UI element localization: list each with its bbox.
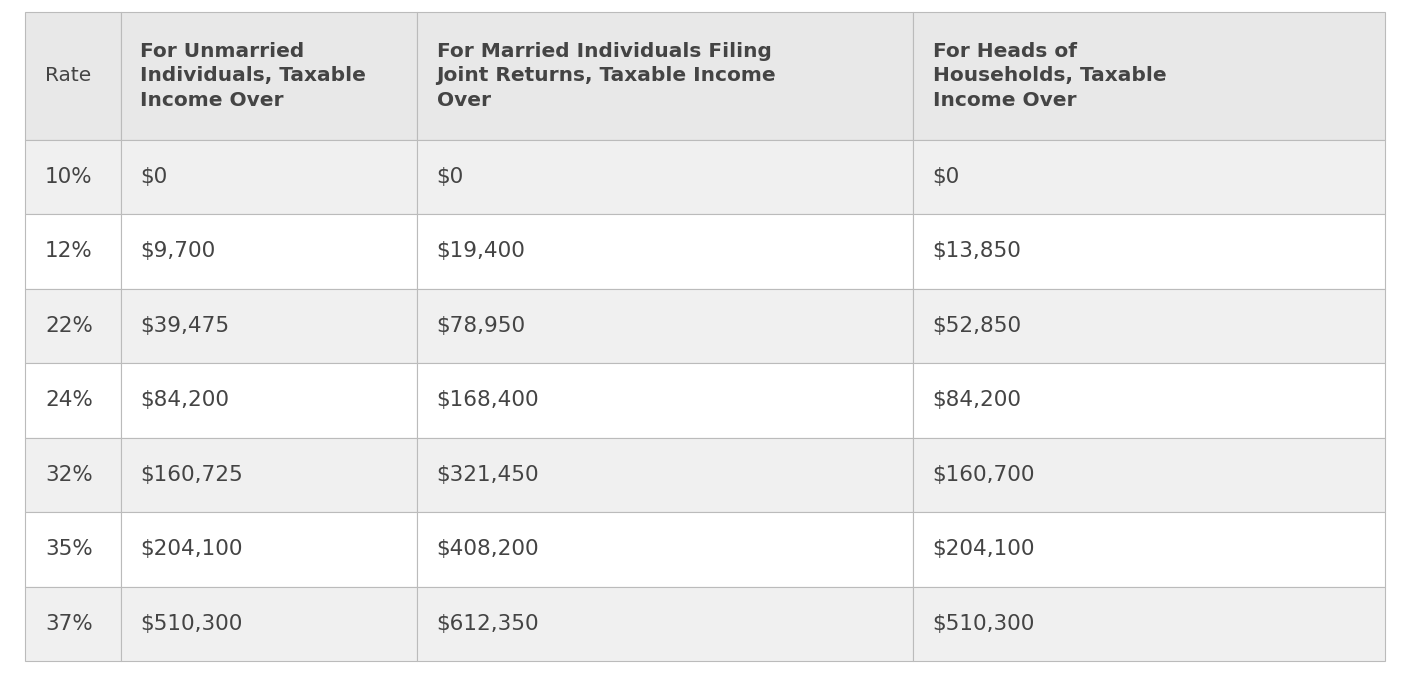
Bar bbox=[417, 12, 912, 140]
Text: $168,400: $168,400 bbox=[437, 391, 539, 410]
Text: For Heads of
Households, Taxable
Income Over: For Heads of Households, Taxable Income … bbox=[932, 42, 1166, 110]
Text: $160,725: $160,725 bbox=[140, 465, 243, 485]
Bar bbox=[417, 512, 912, 586]
Bar bbox=[417, 289, 912, 363]
Bar bbox=[912, 586, 1385, 661]
Bar bbox=[120, 586, 417, 661]
Text: 10%: 10% bbox=[45, 167, 93, 187]
Bar bbox=[120, 363, 417, 437]
Bar bbox=[417, 437, 912, 512]
Bar bbox=[25, 289, 120, 363]
Text: $204,100: $204,100 bbox=[932, 539, 1035, 559]
Bar bbox=[417, 214, 912, 289]
Bar bbox=[25, 214, 120, 289]
Text: $0: $0 bbox=[932, 167, 960, 187]
Bar bbox=[912, 363, 1385, 437]
Bar bbox=[25, 437, 120, 512]
Bar bbox=[912, 140, 1385, 214]
Bar bbox=[25, 512, 120, 586]
Text: 22%: 22% bbox=[45, 316, 93, 336]
Bar bbox=[912, 289, 1385, 363]
Text: $19,400: $19,400 bbox=[437, 241, 526, 262]
Text: 24%: 24% bbox=[45, 391, 93, 410]
Text: 32%: 32% bbox=[45, 465, 93, 485]
Bar bbox=[417, 363, 912, 437]
Text: $612,350: $612,350 bbox=[437, 614, 539, 634]
Bar bbox=[25, 140, 120, 214]
Text: $204,100: $204,100 bbox=[140, 539, 243, 559]
Bar bbox=[25, 12, 120, 140]
Text: $321,450: $321,450 bbox=[437, 465, 539, 485]
Text: $510,300: $510,300 bbox=[140, 614, 243, 634]
Text: $84,200: $84,200 bbox=[140, 391, 230, 410]
Text: $408,200: $408,200 bbox=[437, 539, 539, 559]
Bar bbox=[120, 437, 417, 512]
Text: $0: $0 bbox=[437, 167, 464, 187]
Text: For Unmarried
Individuals, Taxable
Income Over: For Unmarried Individuals, Taxable Incom… bbox=[140, 42, 367, 110]
Text: 12%: 12% bbox=[45, 241, 93, 262]
Bar bbox=[912, 12, 1385, 140]
Bar bbox=[912, 214, 1385, 289]
Bar bbox=[120, 289, 417, 363]
Text: $510,300: $510,300 bbox=[932, 614, 1035, 634]
Bar bbox=[417, 140, 912, 214]
Bar bbox=[912, 512, 1385, 586]
Text: $13,850: $13,850 bbox=[932, 241, 1022, 262]
Text: $52,850: $52,850 bbox=[932, 316, 1022, 336]
Text: $39,475: $39,475 bbox=[140, 316, 230, 336]
Text: $160,700: $160,700 bbox=[932, 465, 1035, 485]
Bar bbox=[417, 586, 912, 661]
Text: Rate: Rate bbox=[45, 66, 92, 85]
Text: $78,950: $78,950 bbox=[437, 316, 526, 336]
Bar bbox=[120, 140, 417, 214]
Bar bbox=[120, 214, 417, 289]
Bar bbox=[25, 363, 120, 437]
Text: $9,700: $9,700 bbox=[140, 241, 216, 262]
Bar bbox=[120, 12, 417, 140]
Bar bbox=[120, 512, 417, 586]
Text: $0: $0 bbox=[140, 167, 168, 187]
Text: For Married Individuals Filing
Joint Returns, Taxable Income
Over: For Married Individuals Filing Joint Ret… bbox=[437, 42, 777, 110]
Text: 35%: 35% bbox=[45, 539, 93, 559]
Bar bbox=[912, 437, 1385, 512]
Text: 37%: 37% bbox=[45, 614, 93, 634]
Bar bbox=[25, 586, 120, 661]
Text: $84,200: $84,200 bbox=[932, 391, 1022, 410]
